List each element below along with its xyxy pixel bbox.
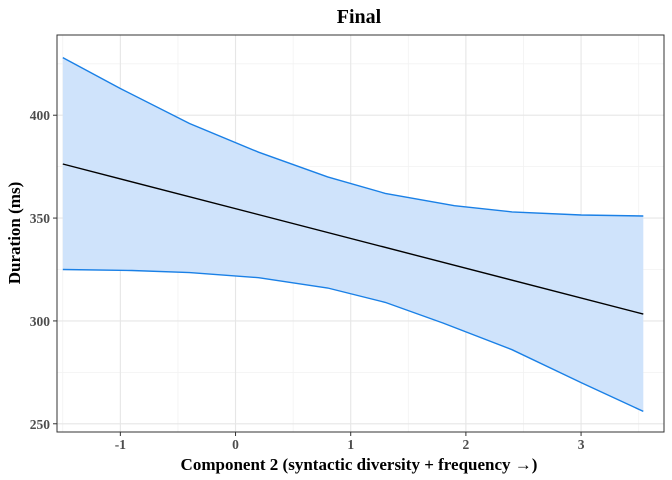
confidence-band-area bbox=[62, 57, 644, 412]
y-tick-label: 400 bbox=[30, 108, 51, 123]
fit-line bbox=[62, 163, 644, 315]
y-tick-label: 250 bbox=[30, 417, 51, 432]
x-axis-ticks: -1 0 1 2 3 bbox=[115, 432, 585, 452]
x-axis-label: Component 2 (syntactic diversity + frequ… bbox=[181, 455, 538, 474]
x-tick-label: -1 bbox=[115, 437, 126, 452]
x-tick-label: 2 bbox=[463, 437, 470, 452]
upper-bound-line bbox=[62, 56, 644, 217]
x-tick-label: 1 bbox=[347, 437, 354, 452]
y-axis-label: Duration (ms) bbox=[5, 182, 24, 284]
confidence-band bbox=[62, 57, 644, 412]
x-tick-label: 3 bbox=[578, 437, 585, 452]
y-axis-ticks: 250 300 350 400 bbox=[30, 108, 57, 432]
chart-title: Final bbox=[337, 6, 382, 28]
x-tick-label: 0 bbox=[232, 437, 239, 452]
y-tick-label: 350 bbox=[30, 211, 51, 226]
series-lines bbox=[62, 56, 644, 413]
y-tick-label: 300 bbox=[30, 314, 51, 329]
lower-bound-line bbox=[62, 268, 644, 413]
plot-panel-border bbox=[56, 34, 665, 433]
